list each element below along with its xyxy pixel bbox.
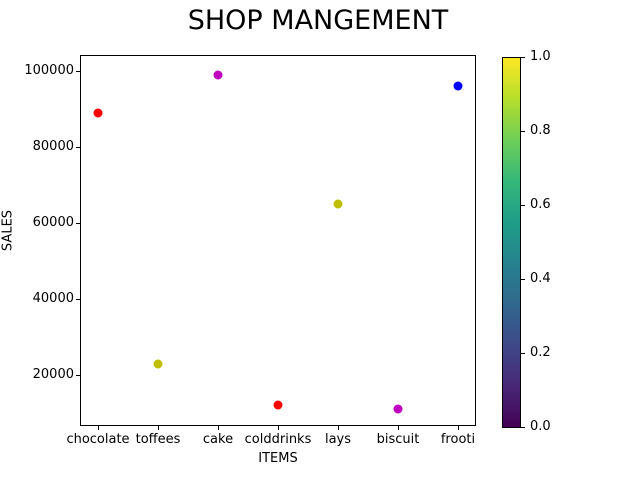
y-tick-mark <box>76 299 80 301</box>
colorbar-tick-mark <box>521 205 525 206</box>
x-tick-mark <box>98 426 99 430</box>
x-tick-label-cake: cake <box>202 432 234 447</box>
y-tick-label: 20000 <box>32 367 74 383</box>
x-tick-mark <box>278 426 279 430</box>
plot-area <box>80 55 476 426</box>
colorbar-tick-mark <box>521 427 525 428</box>
scatter-point-lays <box>333 199 343 209</box>
x-tick-label-biscuit: biscuit <box>376 432 420 447</box>
x-tick-label-colddrinks: colddrinks <box>244 432 312 447</box>
y-tick-label: 100000 <box>24 62 74 78</box>
x-tick-label-frooti: frooti <box>440 432 476 447</box>
y-tick-mark <box>76 146 80 148</box>
x-tick-label-toffees: toffees <box>135 432 181 447</box>
scatter-point-biscuit <box>393 404 403 414</box>
scatter-point-frooti <box>453 81 463 91</box>
x-tick-mark <box>398 426 399 430</box>
y-tick-mark <box>76 223 80 224</box>
scatter-point-cake <box>213 70 223 80</box>
x-tick-mark <box>158 426 159 430</box>
scatter-point-colddrinks <box>273 400 283 410</box>
x-tick-label-chocolate: chocolate <box>66 432 130 447</box>
y-tick-mark <box>76 70 80 72</box>
colorbar-tick-label: 0.4 <box>530 271 551 286</box>
y-tick-label: 60000 <box>32 215 74 230</box>
colorbar-tick-mark <box>521 353 525 354</box>
scatter-point-chocolate <box>93 108 103 118</box>
colorbar-tick-label: 1.0 <box>530 49 551 64</box>
colorbar-tick-mark <box>521 131 525 132</box>
colorbar-tick-label: 0.2 <box>530 345 551 360</box>
x-axis-label: ITEMS <box>258 451 298 466</box>
colorbar-tick-label: 0.6 <box>530 197 551 212</box>
x-tick-mark <box>458 426 459 430</box>
y-tick-label: 40000 <box>32 291 74 307</box>
y-tick-mark <box>76 375 80 377</box>
x-tick-mark <box>338 426 339 430</box>
colorbar <box>502 57 521 428</box>
y-axis-label: SALES <box>0 209 16 252</box>
chart-title: SHOP MANGEMENT <box>187 5 449 36</box>
colorbar-tick-mark <box>521 57 525 58</box>
x-tick-mark <box>218 426 219 430</box>
scatter-point-toffees <box>153 359 163 369</box>
y-tick-label: 80000 <box>32 138 74 154</box>
colorbar-tick-label: 0.0 <box>530 419 551 434</box>
colorbar-tick-label: 0.8 <box>530 123 551 138</box>
x-tick-label-lays: lays <box>324 432 352 447</box>
colorbar-tick-mark <box>521 279 525 280</box>
